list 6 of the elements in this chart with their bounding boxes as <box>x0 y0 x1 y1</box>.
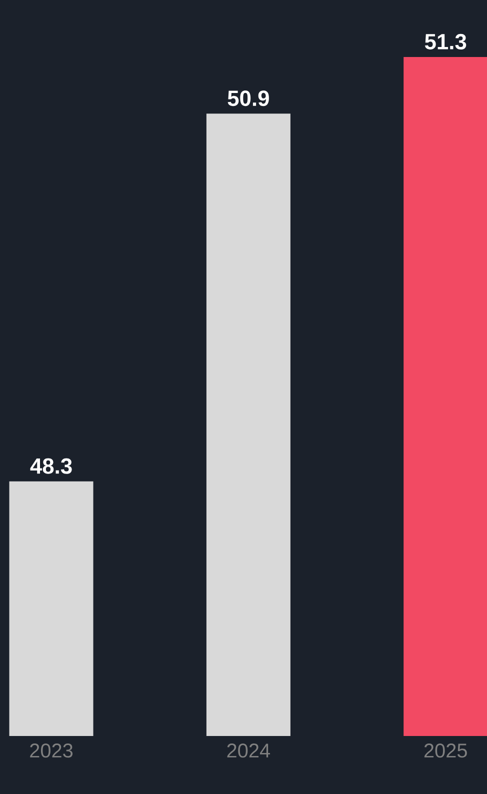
x-tick-label: 2025 <box>424 744 467 758</box>
data-label: 50.9 <box>228 90 269 106</box>
x-tick-label: 2023 <box>30 744 73 758</box>
x-tick-label: 2024 <box>227 744 270 758</box>
data-label: 48.3 <box>30 458 72 474</box>
data-label: 51.3 <box>424 34 466 50</box>
